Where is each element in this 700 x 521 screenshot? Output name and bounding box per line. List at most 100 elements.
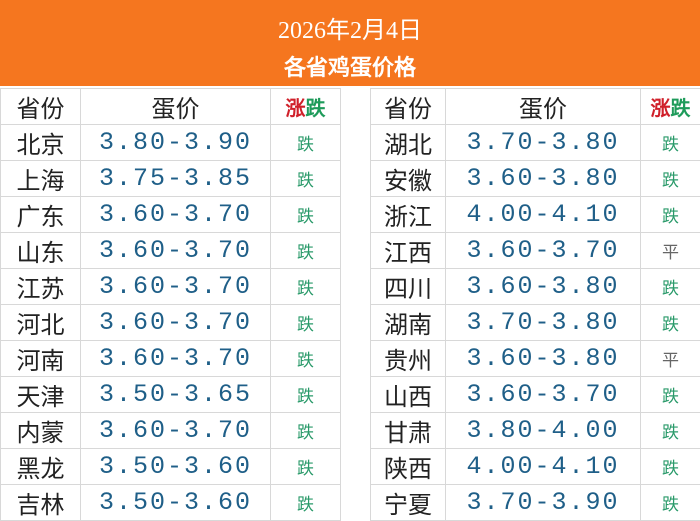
gap [341,485,371,521]
price: 3.50-3.60 [81,485,271,521]
province: 上海 [1,161,81,197]
province: 湖南 [371,305,446,341]
gap [341,341,371,377]
price: 3.60-3.70 [81,233,271,269]
province: 河南 [1,341,81,377]
price: 4.00-4.10 [446,197,641,233]
price: 3.75-3.85 [81,161,271,197]
province: 安徽 [371,161,446,197]
price: 3.80-4.00 [446,413,641,449]
price: 3.60-3.70 [446,377,641,413]
province: 北京 [1,125,81,161]
gap [341,269,371,305]
change: 跌 [641,413,700,449]
gap [341,413,371,449]
province: 贵州 [371,341,446,377]
province: 甘肃 [371,413,446,449]
change: 跌 [641,197,700,233]
change: 平 [641,341,700,377]
price: 3.60-3.80 [446,341,641,377]
price: 3.60-3.70 [446,233,641,269]
change: 跌 [641,305,700,341]
change: 跌 [271,377,341,413]
col-header: 涨跌 [271,89,341,125]
change: 跌 [271,125,341,161]
change: 跌 [271,341,341,377]
gap [341,377,371,413]
change: 跌 [271,161,341,197]
price: 3.70-3.80 [446,305,641,341]
province: 内蒙 [1,413,81,449]
change: 跌 [271,485,341,521]
province: 广东 [1,197,81,233]
change: 跌 [641,377,700,413]
change: 跌 [271,197,341,233]
change: 跌 [641,485,700,521]
province: 陕西 [371,449,446,485]
gap [341,305,371,341]
col-header: 省份 [371,89,446,125]
province: 黑龙 [1,449,81,485]
province: 天津 [1,377,81,413]
col-header-up: 涨 [651,96,671,120]
date: 2026年2月4日 [0,10,700,45]
gap [341,89,371,125]
price: 3.50-3.65 [81,377,271,413]
province: 四川 [371,269,446,305]
title: 各省鸡蛋价格 [0,50,700,82]
province: 江苏 [1,269,81,305]
gap [341,449,371,485]
gap [341,197,371,233]
col-header-down: 跌 [306,96,326,120]
price: 3.70-3.90 [446,485,641,521]
col-header: 省份 [1,89,81,125]
price: 3.60-3.70 [81,305,271,341]
province: 山西 [371,377,446,413]
col-header-down: 跌 [671,96,691,120]
change: 跌 [271,413,341,449]
price: 3.60-3.70 [81,341,271,377]
header-row: 省份 蛋价 涨跌 省份 蛋价 涨跌 [1,89,700,125]
price: 3.60-3.70 [81,197,271,233]
price: 3.50-3.60 [81,449,271,485]
province: 湖北 [371,125,446,161]
header-banner: 2026年2月4日 各省鸡蛋价格 [0,0,700,86]
gap [341,233,371,269]
province: 宁夏 [371,485,446,521]
price: 3.60-3.80 [446,269,641,305]
gap [341,125,371,161]
change: 跌 [271,449,341,485]
col-header: 蛋价 [81,89,271,125]
col-header: 涨跌 [641,89,700,125]
province: 山东 [1,233,81,269]
price: 3.60-3.70 [81,413,271,449]
price: 4.00-4.10 [446,449,641,485]
change: 跌 [641,269,700,305]
col-header-up: 涨 [286,96,306,120]
gap [341,161,371,197]
price: 3.60-3.80 [446,161,641,197]
province: 浙江 [371,197,446,233]
province: 吉林 [1,485,81,521]
change: 跌 [271,305,341,341]
price: 3.60-3.70 [81,269,271,305]
change: 跌 [641,449,700,485]
change: 跌 [271,269,341,305]
col-header: 蛋价 [446,89,641,125]
province: 江西 [371,233,446,269]
change: 跌 [271,233,341,269]
price: 3.80-3.90 [81,125,271,161]
